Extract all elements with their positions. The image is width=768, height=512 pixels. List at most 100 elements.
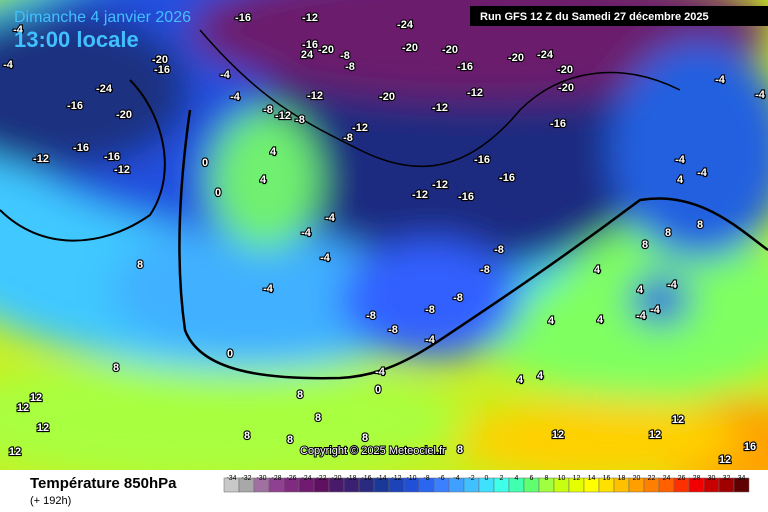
contour-label: 4 [517,374,524,386]
scale-label: -12 [391,475,401,482]
contour-label: 12 [552,429,564,441]
contour-label: -8 [345,61,355,73]
contour-label: 12 [719,454,731,466]
contour-label: -4 [220,69,231,81]
scale-label: -6 [438,475,444,482]
forecast-time: 13:00 locale [14,27,139,52]
contour-label: -16 [104,151,120,163]
scale-label: -34 [226,475,236,482]
contour-label: -12 [352,122,368,134]
scale-label: 34 [738,475,746,482]
scale-label: 4 [515,475,519,482]
contour-label: -20 [152,54,168,66]
scale-label: 28 [693,475,701,482]
contour-label: -4 [755,89,766,101]
contour-label: 0 [375,384,381,396]
contour-label: -4 [320,252,331,264]
contour-label: -16 [154,64,170,76]
contour-label: 12 [37,422,49,434]
contour-label: 4 [537,370,544,382]
contour-label: 8 [697,219,703,231]
scale-label: -22 [316,475,326,482]
contour-label: -20 [557,64,573,76]
contour-label: 0 [202,157,208,169]
contour-label: -8 [494,244,504,256]
scale-label: 16 [603,475,611,482]
contour-label: -4 [636,310,647,322]
contour-label: 4 [548,315,555,327]
contour-label: 8 [457,444,463,456]
scale-label: -2 [468,475,474,482]
contour-label: 8 [113,362,119,374]
contour-label: 8 [315,412,321,424]
contour-label: -12 [432,179,448,191]
contour-label: -8 [453,292,463,304]
contour-label: -20 [558,82,574,94]
contour-label: -16 [235,12,251,24]
contour-label: 8 [244,430,250,442]
contour-label: -20 [116,109,132,121]
contour-label: -4 [13,24,24,36]
contour-label: -20 [318,44,334,56]
contour-label: 4 [597,314,604,326]
contour-label: -8 [366,310,376,322]
contour-label: -24 [537,49,554,61]
contour-label: -24 [397,19,414,31]
scale-label: -10 [406,475,416,482]
contour-label: -12 [432,102,448,114]
contour-label: 24 [301,49,314,61]
contour-label: -4 [715,74,726,86]
scale-label: -20 [331,475,341,482]
contour-label: -12 [307,90,323,102]
contour-label: -8 [388,324,398,336]
contour-label: -8 [343,132,353,144]
scale-label: 32 [723,475,731,482]
scale-label: -16 [361,475,371,482]
contour-label: -12 [33,153,49,165]
contour-label: -8 [480,264,490,276]
run-info: Run GFS 12 Z du Samedi 27 décembre 2025 [480,11,709,23]
contour-label: -4 [375,366,386,378]
contour-label: 12 [17,402,29,414]
contour-label: 8 [137,259,143,271]
scale-label: 22 [648,475,656,482]
contour-label: 4 [637,284,644,296]
contour-label: -4 [3,59,14,71]
scale-label: -8 [423,475,429,482]
contour-label: 8 [642,239,648,251]
contour-label: -12 [114,164,130,176]
scale-label: 8 [545,475,549,482]
contour-label: -16 [550,118,566,130]
contour-label: 8 [665,227,671,239]
contour-label: -20 [379,91,395,103]
contour-label: -12 [467,87,483,99]
scale-label: 18 [618,475,626,482]
scale-label: 0 [485,475,489,482]
scale-label: 26 [678,475,686,482]
contour-label: -4 [325,212,336,224]
scale-label: -24 [301,475,311,482]
scale-label: -4 [453,475,459,482]
scale-label: -32 [241,475,251,482]
contour-label: 0 [227,348,233,360]
contour-label: 16 [744,441,756,453]
contour-label: -12 [302,12,318,24]
contour-label: 12 [30,392,42,404]
scale-label: 12 [573,475,581,482]
contour-label: -12 [275,110,291,122]
contour-label: 4 [677,174,684,186]
contour-label: -16 [499,172,515,184]
scale-label: 20 [633,475,641,482]
forecast-date: Dimanche 4 janvier 2026 [14,9,191,26]
contour-label: 12 [649,429,661,441]
scale-swatch [733,477,750,493]
contour-label: 4 [594,264,601,276]
scale-label: -30 [256,475,266,482]
copyright: Copyright © 2025 Meteociel.fr [300,445,446,457]
contour-label: 8 [297,389,303,401]
contour-label: -20 [402,42,418,54]
contour-label: -8 [263,104,273,116]
contour-label: -4 [263,283,274,295]
contour-label: -16 [73,142,89,154]
contour-label: -8 [340,50,350,62]
